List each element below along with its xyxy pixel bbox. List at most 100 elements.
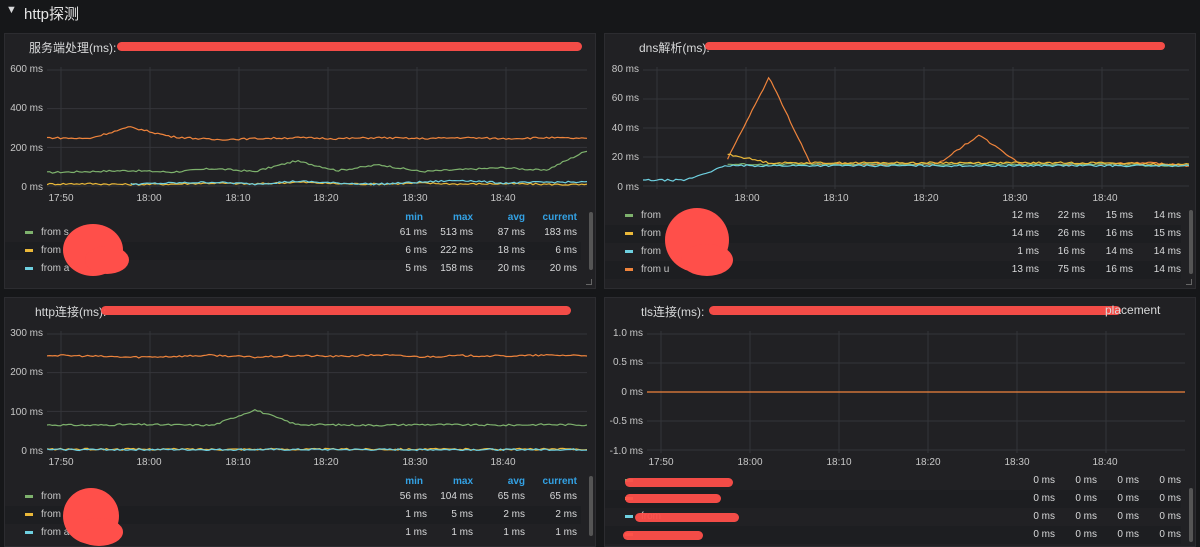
series-swatch[interactable] — [25, 231, 33, 234]
legend-row[interactable]: from 14 ms 26 ms 16 ms 15 ms — [605, 225, 1181, 243]
series-line — [47, 126, 587, 141]
series-min: 61 ms — [399, 227, 427, 238]
series-name[interactable]: from — [641, 210, 661, 221]
series-current: 0 ms — [1159, 475, 1181, 486]
series-max: 1 ms — [451, 527, 473, 538]
row-header[interactable]: ▼ http探测 — [0, 0, 1200, 26]
resize-handle[interactable] — [586, 279, 592, 285]
panel-title[interactable]: 服务端处理(ms): — [29, 41, 117, 55]
series-name[interactable]: from u — [641, 264, 670, 275]
series-min: 12 ms — [1011, 210, 1039, 221]
series-line — [643, 164, 1189, 182]
x-tick: 18:00 — [136, 457, 162, 468]
series-max: 75 ms — [1057, 264, 1085, 275]
series-current: 65 ms — [549, 491, 577, 502]
panel-title[interactable]: tls连接(ms): — [641, 305, 705, 319]
series-name[interactable]: from — [41, 509, 61, 520]
series-swatch[interactable] — [25, 495, 33, 498]
legend-row[interactable]: from s 61 ms 513 ms 87 ms 183 ms — [5, 224, 581, 242]
series-swatch[interactable] — [25, 267, 33, 270]
panel-http-connect[interactable]: http连接(ms): 300 ms 200 ms 100 ms 0 ms 17… — [4, 297, 596, 547]
panel-server-processing[interactable]: 服务端处理(ms): 600 ms 400 ms 200 ms 0 ms 17:… — [4, 33, 596, 289]
series-swatch[interactable] — [25, 249, 33, 252]
legend-header-max[interactable]: max — [452, 476, 473, 487]
series-avg: 0 ms — [1117, 475, 1139, 486]
legend-row[interactable]: from 1 ms 5 ms 2 ms 2 ms — [5, 506, 581, 524]
series-name[interactable]: from s — [41, 227, 69, 238]
redaction-mark — [101, 306, 571, 315]
y-tick: 0.5 ms — [612, 357, 643, 368]
chart-plot[interactable] — [47, 67, 587, 189]
series-swatch[interactable] — [625, 515, 633, 518]
series-line — [727, 153, 1189, 166]
series-name[interactable]: from — [641, 246, 661, 257]
redaction-mark — [625, 494, 721, 503]
series-swatch[interactable] — [25, 531, 33, 534]
legend-row[interactable]: from 56 ms 104 ms 65 ms 65 ms — [5, 488, 581, 506]
series-name[interactable]: from a — [41, 527, 70, 538]
legend-row[interactable]: from u 13 ms 75 ms 16 ms 14 ms — [605, 261, 1181, 279]
series-name[interactable]: from — [41, 491, 61, 502]
x-tick: 18:20 — [913, 193, 939, 204]
y-tick: 0 ms — [617, 182, 639, 193]
legend-header-min[interactable]: min — [405, 476, 423, 487]
series-min: 13 ms — [1011, 264, 1039, 275]
legend-header-avg[interactable]: avg — [507, 476, 525, 487]
series-current: 0 ms — [1159, 511, 1181, 522]
legend-scrollbar[interactable] — [1189, 210, 1193, 274]
series-max: 513 ms — [440, 227, 473, 238]
series-min: 1 ms — [405, 527, 427, 538]
chart-plot[interactable] — [643, 67, 1189, 189]
x-tick: 18:10 — [826, 457, 852, 468]
redaction-mark — [623, 531, 703, 540]
series-swatch[interactable] — [625, 268, 633, 271]
legend-scrollbar[interactable] — [589, 212, 593, 270]
x-tick: 18:00 — [136, 193, 162, 204]
series-name[interactable]: from a — [41, 263, 70, 274]
legend-header-max[interactable]: max — [452, 212, 473, 223]
series-max: 0 ms — [1075, 511, 1097, 522]
redaction-mark — [625, 478, 733, 487]
legend-header-min[interactable]: min — [405, 212, 423, 223]
panel-dns-resolution[interactable]: dns解析(ms): 80 ms 60 ms 40 ms 20 ms 0 ms … — [604, 33, 1196, 289]
series-avg: 0 ms — [1117, 493, 1139, 504]
series-swatch[interactable] — [625, 214, 633, 217]
series-max: 222 ms — [440, 245, 473, 256]
legend-row[interactable]: from 1 ms 16 ms 14 ms 14 ms — [605, 243, 1181, 261]
legend-row[interactable]: from a 5 ms 158 ms 20 ms 20 ms — [5, 260, 581, 278]
series-swatch[interactable] — [25, 513, 33, 516]
redaction-mark — [709, 306, 1121, 315]
legend-header-current[interactable]: current — [542, 476, 577, 487]
series-max: 0 ms — [1075, 493, 1097, 504]
legend-row[interactable]: from a 1 ms 1 ms 1 ms 1 ms — [5, 524, 581, 542]
legend-header-avg[interactable]: avg — [507, 212, 525, 223]
x-tick: 18:20 — [313, 193, 339, 204]
chevron-down-icon[interactable]: ▼ — [6, 4, 17, 16]
legend-row[interactable]: from 12 ms 22 ms 15 ms 14 ms — [605, 207, 1181, 225]
chart-plot[interactable] — [647, 331, 1185, 453]
x-tick: 18:30 — [402, 457, 428, 468]
series-name[interactable]: from — [641, 228, 661, 239]
panel-title[interactable]: http连接(ms): — [35, 305, 107, 319]
series-line — [47, 409, 587, 427]
legend-scrollbar[interactable] — [589, 476, 593, 536]
legend-row[interactable]: 0 ms 0 ms 0 ms 0 ms — [605, 490, 1181, 508]
series-max: 158 ms — [440, 263, 473, 274]
series-avg: 18 ms — [497, 245, 525, 256]
series-current: 183 ms — [544, 227, 577, 238]
series-name[interactable]: from — [41, 245, 61, 256]
series-current: 6 ms — [555, 245, 577, 256]
series-current: 15 ms — [1153, 228, 1181, 239]
resize-handle[interactable] — [1186, 279, 1192, 285]
legend-scrollbar[interactable] — [1189, 488, 1193, 542]
panel-title[interactable]: dns解析(ms): — [639, 41, 710, 55]
series-swatch[interactable] — [625, 232, 633, 235]
legend-row[interactable]: from 6 ms 222 ms 18 ms 6 ms — [5, 242, 581, 260]
legend-header-current[interactable]: current — [542, 212, 577, 223]
row-title: http探测 — [24, 6, 80, 23]
series-swatch[interactable] — [625, 250, 633, 253]
chart-plot[interactable] — [47, 331, 587, 453]
series-max: 5 ms — [451, 509, 473, 520]
series-min: 0 ms — [1033, 529, 1055, 540]
panel-tls-connect[interactable]: tls连接(ms): placement 1.0 ms 0.5 ms 0 ms … — [604, 297, 1196, 547]
